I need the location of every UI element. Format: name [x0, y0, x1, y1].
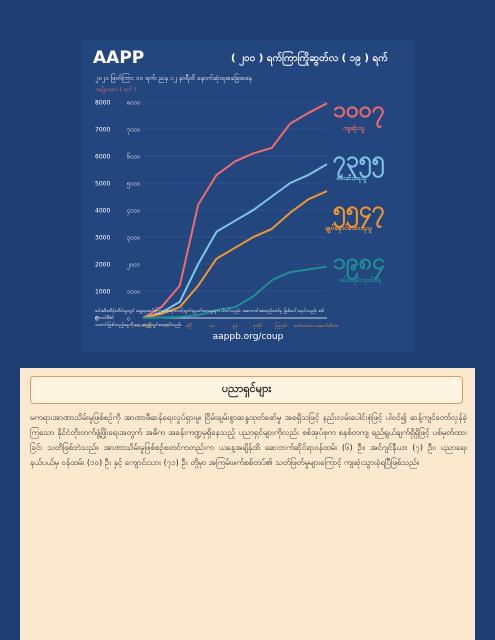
y-tick-label: 4000: [95, 208, 110, 215]
y-tick-label: ၅၀၀၀: [126, 181, 141, 189]
x-tick-label: ဇွန်: [232, 323, 238, 329]
y-tick-label: 8000: [95, 100, 110, 107]
x-tick-label: ဇူလိုင်: [253, 323, 263, 329]
y-tick-label: 6000: [95, 154, 110, 161]
figure-title: ( ၂၀၀ ) ရက်ကြာကြိုဆွတ်လ ( ၁၉ ) ရက်: [231, 53, 388, 64]
y-tick-label: ၆၀၀၀: [127, 153, 141, 161]
y-tick-label: 7000: [95, 127, 110, 134]
figure-note: ဖမ်းဆီးထိန်းသိမ်းမှုတွင် ရှေ့နေဆင်းကြား …: [95, 308, 325, 329]
series-line-1: [142, 163, 328, 319]
figure-subtitle: ၂၀၂၁ ဖြတ်ကြား ၁၀ ရက်၊ ညန ၁၂ နာရီထိ နောက်…: [95, 74, 252, 82]
section-paragraph: မကရားအာဏာသိမ်းမှုဖြစ်စဉ်ကို အာဏာဖီဆန်ရေး…: [30, 413, 467, 467]
line-chart: 0 ၀ 1000 ၁၀၀၀ 2000 ၂၀၀၀ 3000 ၃၀၀၀ 4000 ၄၀၀၀ 5000 ၅၀…: [95, 100, 339, 330]
x-tick-label: မေ: [209, 324, 214, 329]
y-tick-label: ၁၀၀၀: [126, 289, 141, 296]
y-tick-label: 2000: [95, 262, 110, 269]
x-tick-label: ဧပြီ: [186, 322, 193, 329]
x-tick-label: မတ်: [163, 323, 171, 329]
figure-note-line: သတင်းဖြစ်သည့်နေ့ကိုသာ ထည့်သွင်းထားပါသည်။: [95, 323, 182, 328]
stat-killed-value: ၁၀၀၇: [333, 97, 385, 123]
stat-detained-value: ၅၅၄၇: [333, 197, 385, 223]
y-tick-label: 5000: [95, 181, 110, 188]
website-link[interactable]: aappb.org/coup: [212, 332, 284, 342]
y-tick-label: ၀: [127, 316, 130, 323]
stat-killed-label: ကျဆုံးသူ: [343, 124, 365, 132]
figure-note-line: ဖမ်းဆီးထိန်းသိမ်းမှုတွင် ရှေ့နေဆင်းကြား …: [95, 309, 324, 321]
y-tick-label: 1000: [95, 289, 110, 296]
stat-warrants-label: ဖမ်းဝရမ်းထုတ်ခံရ: [339, 276, 381, 284]
series-line-3: [142, 265, 328, 319]
x-tick-label: စက်တင်ဘာ: [294, 323, 314, 329]
y-tick-label: ၇၀၀၀: [127, 127, 141, 135]
y-tick-label: 3000: [95, 235, 110, 242]
y-tick-label: ၃၀၀၀: [126, 235, 141, 243]
stat-detained-label: ချုပ်နှောင်ခံထားရသူ: [325, 224, 372, 232]
stat-arrested-value: ၇၃၅၅: [333, 147, 385, 173]
y-tick-label: ၂၀၀၀: [127, 262, 140, 270]
section-heading: ပညာရှင်များ: [221, 382, 272, 395]
y-tick-label: 0: [95, 316, 99, 323]
section-heading-box: ပညာရှင်များ: [30, 376, 463, 404]
series-line-2: [142, 190, 328, 319]
infographic-figure: 0 ၀ 1000 ၁၀၀၀ 2000 ၂၀၀၀ 3000 ၃၀၀၀ 4000 ၄၀၀၀ 5000 ၅၀…: [81, 40, 415, 352]
stat-arrested-label: ဖမ်းဆီးခံရသူ: [336, 174, 367, 182]
text-panel: [20, 368, 475, 640]
aapp-logo: AAPP: [93, 48, 145, 68]
x-tick-label: ဖေဖော်ဝါရီ: [134, 323, 152, 329]
y-tick-label: ၄၀၀၀: [127, 208, 141, 216]
series-line-0: [142, 102, 328, 319]
x-tick-label: ဩဂုတ်: [275, 322, 288, 329]
y-tick-label: ၈၀၀၀: [127, 100, 141, 107]
stat-warrants-value: ၁၉၈၄: [333, 249, 385, 275]
legend-label: အမျိုးအစား ( ရက် ): [95, 87, 137, 93]
x-tick-label: အောက်တိုဘာ: [315, 323, 338, 329]
